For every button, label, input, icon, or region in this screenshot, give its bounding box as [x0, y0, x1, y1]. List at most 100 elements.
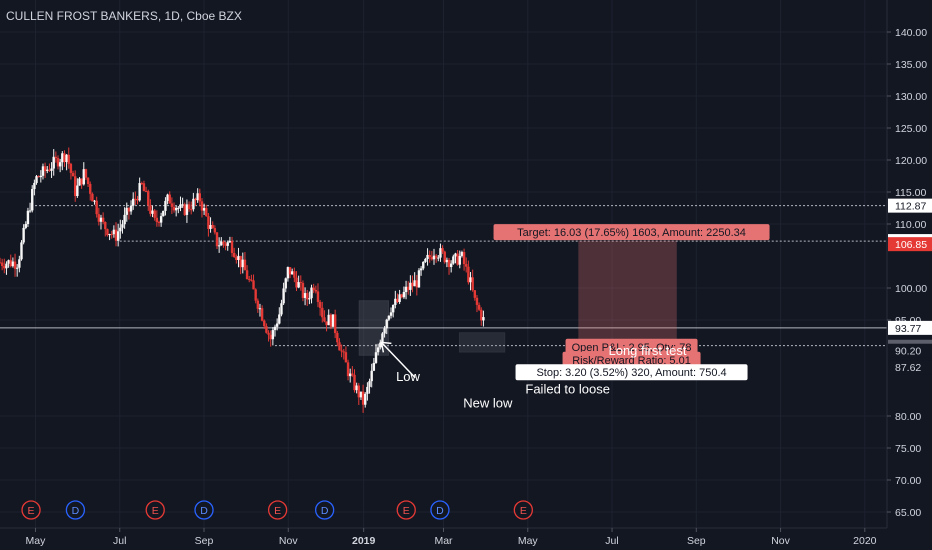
- candle-body: [454, 253, 457, 257]
- candle-body: [192, 198, 195, 210]
- annotation-text: Long first test: [608, 343, 686, 358]
- chart-title: CULLEN FROST BANKERS, 1D, Cboe BZX: [6, 9, 242, 23]
- candle-body: [149, 205, 152, 214]
- candle-body: [398, 294, 401, 302]
- candle-body: [39, 175, 43, 178]
- candle-body: [439, 248, 442, 258]
- candle-body: [194, 198, 197, 201]
- price-tag[interactable]: 90.20: [888, 343, 932, 358]
- candle-body: [174, 207, 178, 211]
- earnings-marker[interactable]: E: [396, 500, 416, 520]
- candle-body: [106, 229, 109, 236]
- dividend-marker[interactable]: D: [430, 500, 450, 520]
- candle-body: [419, 268, 423, 271]
- candle-body: [209, 224, 212, 229]
- price-tick-label: 135.00: [895, 59, 927, 71]
- candle-body: [404, 286, 408, 292]
- candle-body: [445, 259, 449, 263]
- candle-body: [275, 323, 279, 327]
- candle-body: [112, 229, 116, 235]
- candle-body: [230, 240, 234, 253]
- candle-body: [361, 391, 365, 405]
- candle-body: [69, 163, 73, 173]
- time-axis[interactable]: May Jul Sep Nov 2019 Mar May Jul Sep Nov 2020: [26, 528, 877, 547]
- event-circle: [314, 500, 335, 520]
- candle-body: [351, 373, 354, 375]
- price-tick-label: 110.00: [895, 219, 926, 231]
- candle-body: [58, 162, 62, 167]
- candle-body: [452, 256, 455, 264]
- event-circle: [194, 500, 214, 520]
- candle-body: [286, 267, 290, 279]
- candle-body: [104, 222, 107, 230]
- open-pnl-label[interactable]: Open P&L: 2.95, Qty: 78: [565, 338, 698, 355]
- candle-body: [207, 216, 210, 229]
- long-position-tool[interactable]: Target: 16.03 (17.65%) 1603, Amount: 225…: [493, 224, 770, 381]
- dividend-marker[interactable]: D: [194, 500, 214, 520]
- price-axis[interactable]: 140.00 135.00 130.00 125.00 120.00 115.00 110.…: [887, 27, 932, 519]
- candle-body: [290, 271, 294, 275]
- candle-body: [465, 264, 468, 267]
- candle-body: [237, 255, 240, 260]
- candle-body: [202, 208, 206, 211]
- candle-body: [187, 204, 191, 210]
- candle-body: [132, 198, 135, 206]
- price-tag-label: 93.77: [895, 323, 921, 335]
- annotation-text: Failed to loose: [525, 382, 610, 397]
- candle-body: [168, 194, 171, 204]
- candle-body: [344, 352, 348, 363]
- stop-label[interactable]: Stop: 3.20 (3.52%) 320, Amount: 750.4: [515, 364, 748, 381]
- candle-body: [336, 333, 339, 343]
- candle-body: [467, 266, 470, 283]
- candle-body: [318, 301, 322, 308]
- earnings-marker[interactable]: E: [267, 500, 288, 520]
- candle-body: [144, 191, 148, 193]
- risk-reward-label[interactable]: Risk/Reward Ratio: 5.01: [562, 351, 701, 368]
- arrow-shaft: [380, 341, 416, 379]
- price-tag[interactable]: 112.87: [888, 198, 932, 213]
- candle-body: [46, 169, 49, 171]
- candle-body: [235, 257, 238, 260]
- candle-body: [389, 312, 393, 316]
- candle-body: [258, 308, 262, 310]
- dividend-marker[interactable]: D: [314, 500, 335, 520]
- candle-body: [220, 241, 223, 246]
- earnings-marker[interactable]: E: [513, 500, 533, 520]
- candle-body: [7, 260, 10, 264]
- price-tick-label: 70.00: [895, 475, 921, 487]
- event-label: E: [403, 505, 410, 517]
- candle-body: [359, 391, 363, 398]
- candle-body: [50, 168, 53, 171]
- target-label[interactable]: Target: 16.03 (17.65%) 1603, Amount: 225…: [493, 224, 770, 241]
- candle-body: [297, 282, 300, 288]
- earnings-marker[interactable]: E: [21, 500, 41, 520]
- candle-body: [430, 257, 434, 260]
- candle-body: [312, 287, 315, 290]
- candle-body: [5, 263, 8, 269]
- price-tag[interactable]: 87.62: [888, 360, 932, 375]
- event-label: E: [152, 505, 159, 517]
- candle-body: [267, 332, 270, 335]
- price-tag[interactable]: 106.85: [888, 237, 932, 252]
- candle-body: [447, 259, 451, 267]
- candle-body: [205, 208, 208, 217]
- candle-body: [329, 314, 333, 327]
- candle-body: [28, 210, 32, 212]
- candle-body: [134, 198, 137, 200]
- candle-body: [181, 204, 184, 206]
- time-tick-label: 2019: [352, 535, 376, 547]
- candle-body: [129, 205, 133, 212]
- candle-body: [101, 217, 105, 223]
- candle-body: [269, 334, 272, 340]
- dividend-marker[interactable]: D: [65, 500, 86, 520]
- event-circle: [21, 500, 41, 520]
- price-tag[interactable]: 93.77: [888, 320, 932, 335]
- candle-body: [426, 254, 429, 259]
- candle-body: [185, 204, 189, 215]
- candle-body: [123, 214, 126, 225]
- earnings-marker[interactable]: E: [145, 500, 165, 520]
- candle-body: [458, 255, 461, 265]
- candle-body: [54, 156, 58, 159]
